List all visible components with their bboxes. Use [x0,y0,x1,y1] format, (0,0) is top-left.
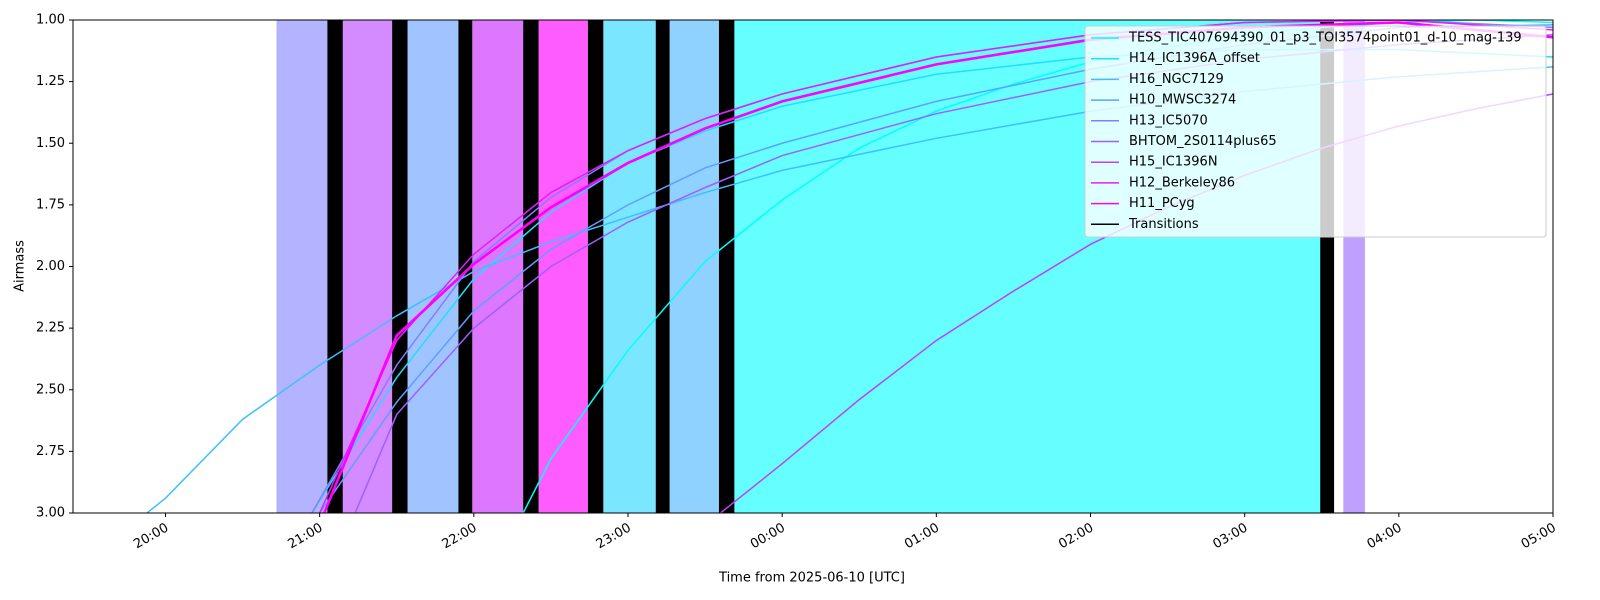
legend-label: H10_MWSC3274 [1129,93,1236,108]
y-tick-label: 1.50 [36,136,65,151]
series-line [318,20,1553,513]
y-tick-label: 1.75 [36,197,65,212]
legend-label: TESS_TIC407694390_01_p3_TOI3574point01_d… [1128,31,1522,46]
x-tick-label: 21:00 [285,521,325,553]
transition [523,20,539,513]
x-tick-label: 03:00 [1210,521,1250,553]
legend-label: Transitions [1128,217,1199,232]
block [538,20,588,513]
transition [587,20,604,513]
legend-label: H11_PCyg [1129,196,1195,211]
legend-label: H12_Berkeley86 [1129,175,1235,190]
block [472,20,524,513]
y-tick-label: 3.00 [36,506,65,521]
x-tick-label: 23:00 [594,521,634,553]
x-tick-label: 05:00 [1519,521,1559,553]
x-tick-label: 04:00 [1365,521,1405,553]
block [407,20,459,513]
transition [718,20,735,513]
block [276,20,328,513]
transition [655,20,670,513]
x-tick-label: 00:00 [748,521,788,553]
y-axis-label: Airmass [13,240,28,292]
legend-label: H15_IC1396N [1129,155,1218,170]
transition [327,20,343,513]
transition [458,20,473,513]
x-tick-label: 02:00 [1056,521,1096,553]
block [342,20,393,513]
block [669,20,719,513]
y-tick-label: 1.00 [36,13,65,28]
y-tick-label: 1.25 [36,74,65,89]
legend-label: BHTOM_2S0114plus65 [1129,134,1277,149]
legend-box [1084,25,1547,238]
x-tick-label: 01:00 [902,521,942,553]
legend-label: H14_IC1396A_offset [1129,51,1260,66]
y-tick-label: 2.00 [36,259,65,274]
block [603,20,656,513]
x-tick-label: 22:00 [440,521,480,553]
x-tick-label: 20:00 [131,521,171,553]
transition [392,20,408,513]
y-tick-label: 2.75 [36,444,65,459]
y-tick-label: 2.25 [36,321,65,336]
y-tick-label: 2.50 [36,382,65,397]
legend-label: H13_IC5070 [1129,113,1208,128]
x-axis-label: Time from 2025-06-10 [UTC] [718,571,905,586]
legend-label: H16_NGC7129 [1129,72,1224,87]
